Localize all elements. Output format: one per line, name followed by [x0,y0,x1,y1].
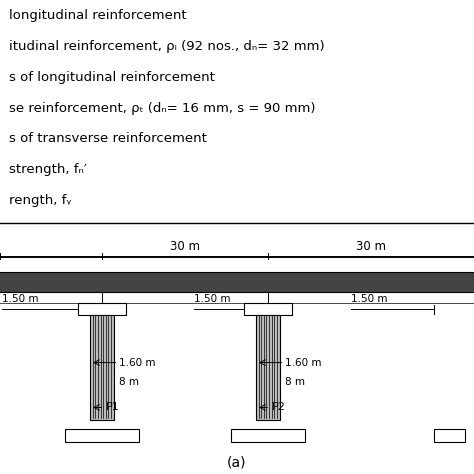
Text: s of longitudinal reinforcement: s of longitudinal reinforcement [9,71,215,84]
Text: 1.50 m: 1.50 m [351,294,387,304]
Text: itudinal reinforcement, ρₗ (92 nos., dₙ= 32 mm): itudinal reinforcement, ρₗ (92 nos., dₙ=… [9,40,325,53]
Text: s of transverse reinforcement: s of transverse reinforcement [9,132,207,146]
Text: 1.50 m: 1.50 m [194,294,231,304]
Bar [434,429,465,442]
Text: se reinforcement, ρₜ (dₙ= 16 mm, s = 90 mm): se reinforcement, ρₜ (dₙ= 16 mm, s = 90 … [9,101,316,115]
Bar [256,315,280,420]
Bar [65,429,138,442]
Bar [78,303,126,315]
Text: P1: P1 [106,402,119,412]
Bar [90,315,114,420]
Text: 8 m: 8 m [119,377,139,387]
Text: rength, fᵧ: rength, fᵧ [9,194,72,207]
Bar [231,429,304,442]
Bar [244,303,292,315]
Text: P2: P2 [272,402,285,412]
Text: 1.60 m: 1.60 m [119,357,156,368]
Text: 8 m: 8 m [285,377,305,387]
Text: 1.50 m: 1.50 m [2,294,39,304]
Text: 30 m: 30 m [356,240,386,253]
Bar [0,272,474,292]
Text: 1.60 m: 1.60 m [285,357,322,368]
Text: longitudinal reinforcement: longitudinal reinforcement [9,9,187,22]
Text: strength, fₙ′: strength, fₙ′ [9,163,87,176]
Text: (a): (a) [227,455,247,469]
Text: 30 m: 30 m [170,240,200,253]
